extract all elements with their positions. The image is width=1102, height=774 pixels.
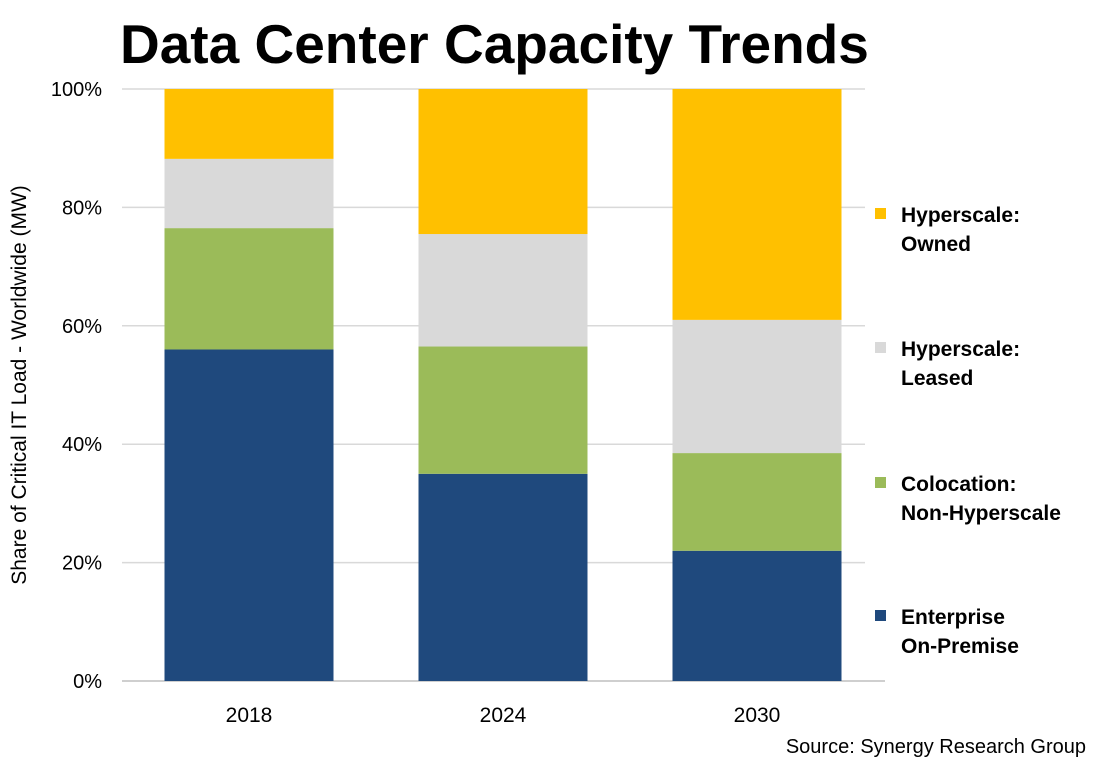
- legend-label: Hyperscale:: [901, 204, 1020, 227]
- legend-label: Leased: [901, 367, 973, 390]
- y-tick-label: 0%: [73, 671, 102, 693]
- source-note: Source: Synergy Research Group: [786, 736, 1086, 758]
- legend-label: Owned: [901, 233, 971, 256]
- x-tick-label: 2024: [480, 704, 527, 727]
- legend-label: Enterprise: [901, 606, 1005, 629]
- bar-segment: [164, 228, 334, 350]
- x-tick-label: 2018: [226, 704, 273, 727]
- bars: [164, 89, 842, 681]
- legend-swatch: [875, 208, 886, 219]
- bar-segment: [418, 234, 588, 347]
- y-tick-label: 80%: [62, 197, 102, 219]
- bar-segment: [164, 158, 334, 229]
- bar-segment: [672, 550, 842, 681]
- legend: Enterprise On-Premise Colocation: Non-Hyper…: [875, 204, 1061, 658]
- y-tick-label: 100%: [51, 79, 102, 101]
- legend-label: Hyperscale:: [901, 338, 1020, 361]
- bar-segment: [672, 89, 842, 320]
- legend-swatch: [875, 610, 886, 621]
- legend-swatch: [875, 477, 886, 488]
- bar-segment: [418, 346, 588, 474]
- y-tick-label: 60%: [62, 316, 102, 338]
- bar-segment: [672, 453, 842, 551]
- bar-segment: [672, 319, 842, 454]
- y-tick-label: 20%: [62, 553, 102, 575]
- bar-segment: [418, 89, 588, 235]
- x-tick-label: 2030: [734, 704, 781, 727]
- bar-segment: [164, 349, 334, 681]
- legend-label: Non-Hyperscale: [901, 502, 1061, 525]
- x-axis-ticks: 2018 2024 2030: [226, 704, 781, 727]
- legend-swatch: [875, 342, 886, 353]
- legend-label: On-Premise: [901, 635, 1019, 658]
- bar-segment: [418, 473, 588, 681]
- legend-label: Colocation:: [901, 473, 1017, 496]
- bar-segment: [164, 89, 334, 159]
- chart-title: Data Center Capacity Trends: [120, 13, 869, 75]
- y-axis-ticks: 0% 20% 40% 60% 80% 100%: [51, 79, 102, 693]
- y-tick-label: 40%: [62, 434, 102, 456]
- y-axis-label: Share of Critical IT Load - Worldwide (M…: [8, 185, 31, 585]
